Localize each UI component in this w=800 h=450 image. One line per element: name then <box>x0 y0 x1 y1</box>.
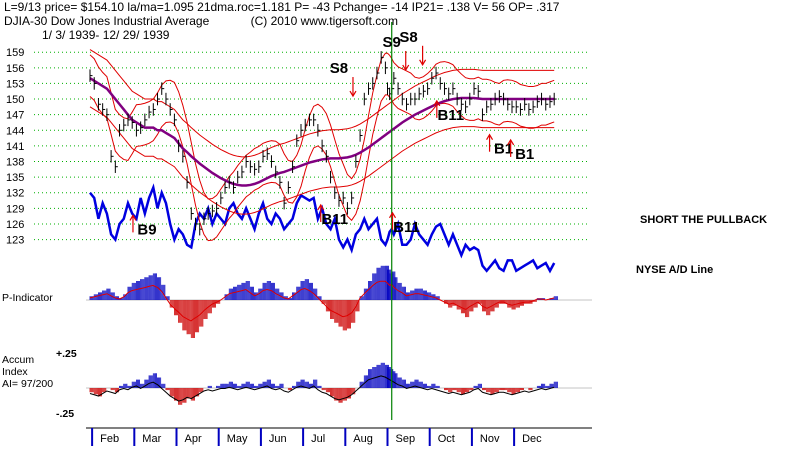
y-tick-label: 141 <box>6 141 24 153</box>
short-pullback-note: SHORT THE PULLBACK <box>640 214 768 226</box>
buy-arrow-head <box>388 211 397 219</box>
p-indicator-ma <box>89 280 555 322</box>
y-tick-label: 156 <box>6 63 24 75</box>
y-tick-label: 138 <box>6 157 24 169</box>
x-tick-label: Jul <box>311 433 325 445</box>
y-tick-label: 132 <box>6 188 24 200</box>
signal-label: S8 <box>330 60 348 77</box>
signal-label: S8 <box>399 29 417 46</box>
accum-line <box>89 375 555 402</box>
y-tick-label: 159 <box>6 47 24 59</box>
nyse-ad-line <box>89 183 556 274</box>
nyse-ad-line-label: NYSE A/D Line <box>636 264 714 276</box>
x-tick-label: Oct <box>438 433 455 445</box>
buy-arrow-head <box>486 133 494 141</box>
accum-label-line2: Index <box>2 366 28 378</box>
ai-top-scale: +.25 <box>56 348 77 360</box>
ai-bottom-scale: -.25 <box>56 408 75 420</box>
upper-band <box>89 49 555 158</box>
sell-arrow-head <box>419 59 427 66</box>
y-tick-label: 129 <box>6 203 24 215</box>
y-tick-label: 126 <box>6 219 24 231</box>
sell-arrow-head <box>402 64 410 72</box>
x-tick-label: Jun <box>269 433 287 445</box>
signal-label: B9 <box>137 221 156 238</box>
signal-label: B1 <box>494 141 513 158</box>
x-tick-label: Sep <box>396 433 416 445</box>
y-tick-label: 123 <box>6 235 24 247</box>
x-tick-label: Dec <box>522 433 542 445</box>
signal-label: B11 <box>393 219 420 236</box>
signal-label: B11 <box>321 211 348 228</box>
moving-average-line <box>89 77 555 187</box>
y-tick-label: 144 <box>6 125 24 137</box>
buy-arrow-head <box>129 214 137 221</box>
p-indicator-label: P-Indicator <box>2 292 53 304</box>
accum-label-line1: Accum <box>2 354 35 366</box>
signal-label: S9 <box>383 34 401 51</box>
p-indicator-layer <box>86 265 592 338</box>
date-range: 1/ 3/ 1939- 12/ 29/ 1939 <box>42 28 170 42</box>
signal-label: B1 <box>515 146 534 163</box>
y-tick-label: 153 <box>6 78 24 90</box>
x-tick-label: Mar <box>142 433 161 445</box>
ad-line-layer <box>89 183 556 274</box>
x-tick-label: Feb <box>100 433 119 445</box>
index-symbol: DJIA-30 <box>4 14 48 28</box>
y-tick-label: 150 <box>6 94 24 106</box>
y-tick-label: 135 <box>6 172 24 184</box>
copyright-text: (C) 2010 www.tigersoft.com <box>250 14 398 28</box>
y-axis-ticks: 123 126 129 132 135 138 141 144 147 150 153 156 159 <box>6 47 24 246</box>
signal-label: B11 <box>437 107 464 124</box>
buy-arrow-head <box>433 99 441 107</box>
buy-arrow-head <box>507 138 515 146</box>
accum-index-layer <box>86 362 592 405</box>
lower-band <box>89 106 555 215</box>
header-title: DJIA-30 Dow Jones Industrial Average (C)… <box>4 14 398 28</box>
index-name: Dow Jones Industrial Average <box>50 14 210 28</box>
header-stats: L=9/13 price= $154.10 la/ma=1.095 21dma.… <box>4 0 560 14</box>
sell-arrow-head <box>349 90 357 98</box>
buy-arrow-head <box>317 203 325 211</box>
x-tick-label: Nov <box>480 433 500 445</box>
short-band-upper <box>89 52 555 200</box>
moving-average-layer <box>89 77 555 187</box>
x-tick-label: May <box>227 433 248 445</box>
accum-label-line3: AI= 97/200 <box>2 378 54 390</box>
price-layer <box>89 51 557 236</box>
x-axis: Feb Mar Apr May Jun Jul Aug Sep Oct Nov Dec <box>86 427 592 446</box>
x-tick-label: Aug <box>353 433 373 445</box>
y-tick-label: 147 <box>6 110 24 122</box>
x-tick-label: Apr <box>185 433 202 445</box>
